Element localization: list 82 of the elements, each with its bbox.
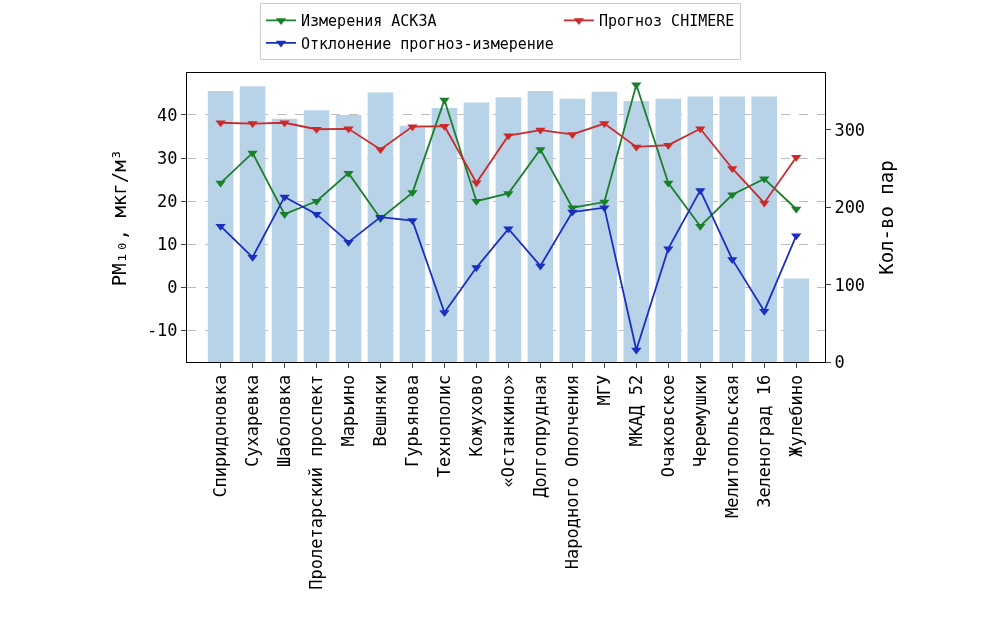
x-tick-label: Кожухово	[465, 374, 486, 457]
legend-label: Прогноз CHIMERE	[598, 12, 735, 31]
bar	[559, 98, 586, 362]
x-tick-label: Жулебино	[785, 374, 806, 457]
point	[599, 121, 610, 129]
bar	[207, 90, 234, 362]
y2-tick-label: 100	[834, 274, 866, 295]
bar	[655, 98, 682, 362]
x-tick-label: МКАД 52	[625, 374, 646, 447]
bar	[527, 90, 554, 362]
y2-tick-label: 0	[834, 351, 845, 372]
point	[215, 180, 226, 188]
point	[343, 239, 354, 247]
x-tick-label: Марьино	[338, 374, 359, 447]
x-tick-label: Мелитопольская	[721, 374, 742, 519]
point	[727, 192, 738, 200]
bar	[623, 101, 650, 362]
point	[343, 170, 354, 178]
point	[791, 154, 802, 162]
point	[759, 308, 770, 316]
bar	[463, 102, 490, 362]
point	[535, 127, 546, 135]
x-tick-label: Зеленоград 16	[753, 374, 774, 508]
point	[407, 190, 418, 198]
bar	[271, 118, 298, 362]
x-tick-label: Спиридоновка	[210, 374, 231, 498]
point	[471, 180, 482, 188]
point	[695, 223, 706, 231]
y2-axis-title: Кол-во пар	[874, 160, 897, 275]
bar	[591, 91, 618, 362]
point	[791, 206, 802, 214]
y-tick-label: 10	[157, 234, 178, 255]
x-tick-label: Очаковское	[657, 374, 678, 478]
x-tick-label: Долгопрудная	[529, 374, 550, 498]
bar	[367, 92, 394, 362]
bar	[751, 96, 778, 362]
x-tick-label: Народного Ополчения	[561, 374, 582, 570]
legend-label: Измерения АСКЗА	[301, 12, 437, 31]
point	[663, 180, 674, 188]
bar	[239, 86, 266, 362]
y-axis-title: PM₁₀, мкг/м³	[107, 148, 130, 287]
point	[471, 198, 482, 206]
bar	[431, 108, 458, 362]
point	[407, 218, 418, 226]
point	[311, 211, 322, 219]
x-tick-label: Шаболовка	[274, 374, 295, 467]
bar	[783, 278, 810, 362]
y-tick-label: 20	[157, 191, 178, 212]
x-tick-label: «Останкино»	[497, 374, 518, 488]
bar	[687, 96, 714, 362]
point	[279, 211, 290, 219]
y-tick-label: 0	[167, 277, 178, 298]
bar	[495, 97, 522, 362]
bar	[399, 125, 426, 362]
y-tick-label: 30	[157, 148, 178, 169]
point	[215, 223, 226, 231]
y-tick-label: 40	[157, 104, 178, 125]
x-tick-label: Сухаревка	[242, 374, 263, 467]
point	[791, 233, 802, 241]
x-tick-label: МГУ	[593, 374, 614, 406]
y2-tick-label: 300	[834, 119, 866, 140]
point	[471, 265, 482, 273]
y-tick-label: -10	[146, 320, 178, 341]
bar	[303, 110, 330, 362]
x-tick-label: Гурьянова	[401, 374, 422, 467]
point	[663, 246, 674, 254]
legend-label: Отклонение прогноз-измерение	[301, 34, 554, 53]
point	[311, 198, 322, 206]
point	[503, 133, 514, 141]
x-tick-label: Черемушки	[689, 374, 710, 467]
x-tick-label: Вешняки	[370, 374, 391, 447]
point	[599, 205, 610, 213]
point	[663, 142, 674, 150]
point	[311, 126, 322, 134]
x-tick-label: Пролетарский проспект	[306, 374, 327, 590]
point	[439, 123, 450, 131]
point	[247, 121, 258, 129]
point	[407, 124, 418, 132]
x-tick-label: Технополис	[433, 374, 454, 478]
bar	[719, 96, 746, 362]
bar	[335, 114, 362, 362]
y2-tick-label: 200	[834, 197, 866, 218]
